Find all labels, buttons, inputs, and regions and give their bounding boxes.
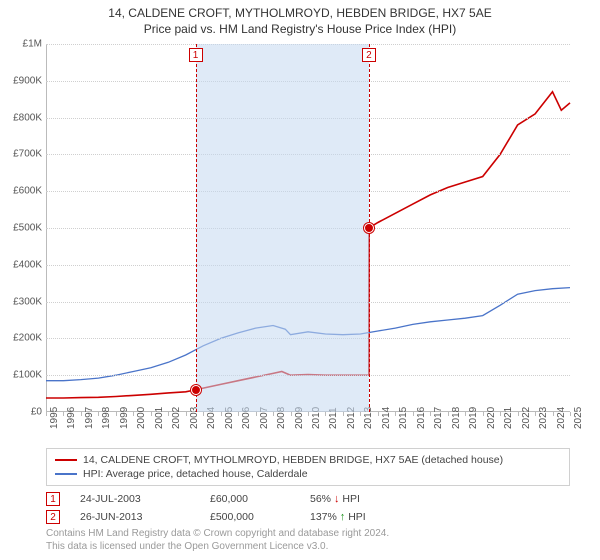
legend-item-price-paid: 14, CALDENE CROFT, MYTHOLMROYD, HEBDEN B… xyxy=(55,453,561,467)
chart-title-block: 14, CALDENE CROFT, MYTHOLMROYD, HEBDEN B… xyxy=(0,0,600,36)
event-dot xyxy=(191,385,201,395)
y-axis-label: £100K xyxy=(4,370,42,381)
x-axis-label: 2001 xyxy=(154,407,165,429)
y-axis-label: £500K xyxy=(4,223,42,234)
x-tick xyxy=(81,412,82,416)
legend-label-hpi: HPI: Average price, detached house, Cald… xyxy=(83,468,308,480)
x-tick xyxy=(46,412,47,416)
x-tick xyxy=(360,412,361,416)
x-axis-label: 1999 xyxy=(119,407,130,429)
license-text: Contains HM Land Registry data © Crown c… xyxy=(46,528,570,553)
x-axis-label: 2014 xyxy=(381,407,392,429)
y-axis-label: £200K xyxy=(4,333,42,344)
x-axis-label: 2002 xyxy=(171,407,182,429)
event-line xyxy=(196,44,197,412)
x-tick xyxy=(570,412,571,416)
x-axis-label: 2017 xyxy=(433,407,444,429)
event-badge-2: 2 xyxy=(46,510,60,524)
x-tick xyxy=(116,412,117,416)
x-axis-label: 2024 xyxy=(556,407,567,429)
x-tick xyxy=(308,412,309,416)
y-axis-label: £700K xyxy=(4,149,42,160)
x-axis-label: 2020 xyxy=(486,407,497,429)
event-pct-1: 56% ↓ HPI xyxy=(310,493,410,505)
x-axis-label: 2023 xyxy=(538,407,549,429)
x-tick xyxy=(221,412,222,416)
event-pct-val-2: 137% xyxy=(310,511,337,523)
x-tick xyxy=(413,412,414,416)
x-tick xyxy=(325,412,326,416)
event-dot xyxy=(364,223,374,233)
x-tick xyxy=(168,412,169,416)
x-axis-label: 1997 xyxy=(84,407,95,429)
x-axis-label: 2019 xyxy=(468,407,479,429)
x-axis-label: 2000 xyxy=(136,407,147,429)
chart-area: £0£100K£200K£300K£400K£500K£600K£700K£80… xyxy=(46,44,570,412)
legend-label-price-paid: 14, CALDENE CROFT, MYTHOLMROYD, HEBDEN B… xyxy=(83,454,503,466)
event-date-2: 26-JUN-2013 xyxy=(80,511,190,523)
x-tick xyxy=(395,412,396,416)
x-tick xyxy=(343,412,344,416)
y-axis-label: £800K xyxy=(4,112,42,123)
event-marker-badge: 1 xyxy=(189,48,203,62)
event-vs-2: HPI xyxy=(348,511,366,523)
event-vs-1: HPI xyxy=(342,493,360,505)
chart-title-line1: 14, CALDENE CROFT, MYTHOLMROYD, HEBDEN B… xyxy=(0,6,600,20)
license-line1: Contains HM Land Registry data © Crown c… xyxy=(46,528,570,541)
x-axis-label: 1998 xyxy=(101,407,112,429)
legend: 14, CALDENE CROFT, MYTHOLMROYD, HEBDEN B… xyxy=(46,448,570,486)
y-axis-label: £0 xyxy=(4,407,42,418)
x-tick xyxy=(500,412,501,416)
y-axis-label: £1M xyxy=(4,39,42,50)
event-marker-badge: 2 xyxy=(362,48,376,62)
x-axis-label: 2022 xyxy=(521,407,532,429)
x-tick xyxy=(98,412,99,416)
legend-swatch-price-paid xyxy=(55,459,77,461)
x-tick xyxy=(518,412,519,416)
event-pct-val-1: 56% xyxy=(310,493,331,505)
x-tick xyxy=(430,412,431,416)
arrow-up-icon: ↑ xyxy=(340,511,346,523)
x-tick xyxy=(63,412,64,416)
x-tick xyxy=(203,412,204,416)
event-pct-2: 137% ↑ HPI xyxy=(310,511,410,523)
chart-title-line2: Price paid vs. HM Land Registry's House … xyxy=(0,22,600,36)
x-tick xyxy=(448,412,449,416)
event-date-1: 24-JUL-2003 xyxy=(80,493,190,505)
event-row-1: 1 24-JUL-2003 £60,000 56% ↓ HPI xyxy=(46,490,570,508)
x-tick xyxy=(553,412,554,416)
y-axis-label: £300K xyxy=(4,296,42,307)
x-axis-label: 2016 xyxy=(416,407,427,429)
x-axis-label: 2025 xyxy=(573,407,584,429)
x-tick xyxy=(186,412,187,416)
y-axis-label: £900K xyxy=(4,75,42,86)
arrow-down-icon: ↓ xyxy=(334,493,340,505)
x-tick xyxy=(273,412,274,416)
x-tick xyxy=(238,412,239,416)
event-row-2: 2 26-JUN-2013 £500,000 137% ↑ HPI xyxy=(46,508,570,526)
license-line2: This data is licensed under the Open Gov… xyxy=(46,541,570,554)
x-axis-label: 1995 xyxy=(49,407,60,429)
x-tick xyxy=(133,412,134,416)
x-tick xyxy=(378,412,379,416)
x-axis-label: 2015 xyxy=(398,407,409,429)
y-axis-label: £400K xyxy=(4,259,42,270)
x-axis-label: 2018 xyxy=(451,407,462,429)
event-list: 1 24-JUL-2003 £60,000 56% ↓ HPI 2 26-JUN… xyxy=(46,490,570,526)
x-tick xyxy=(291,412,292,416)
x-tick xyxy=(256,412,257,416)
x-tick xyxy=(535,412,536,416)
x-tick xyxy=(465,412,466,416)
y-axis-label: £600K xyxy=(4,186,42,197)
event-price-2: £500,000 xyxy=(210,511,290,523)
x-axis-label: 2021 xyxy=(503,407,514,429)
event-price-1: £60,000 xyxy=(210,493,290,505)
x-tick xyxy=(151,412,152,416)
event-badge-1: 1 xyxy=(46,492,60,506)
x-tick xyxy=(483,412,484,416)
legend-item-hpi: HPI: Average price, detached house, Cald… xyxy=(55,467,561,481)
legend-swatch-hpi xyxy=(55,473,77,475)
shaded-ownership-period xyxy=(196,44,369,412)
x-axis-label: 1996 xyxy=(66,407,77,429)
